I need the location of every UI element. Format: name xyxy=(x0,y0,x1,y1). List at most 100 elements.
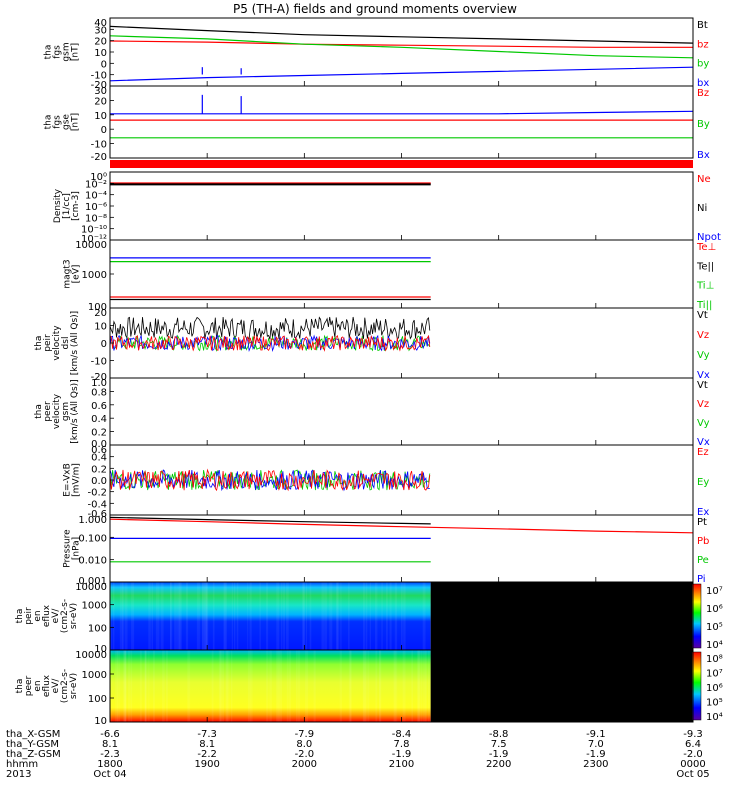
y-axis-label-line: [nT] xyxy=(71,43,81,61)
time-row-value: -1.9 xyxy=(392,749,412,760)
legend-vz: Vz xyxy=(697,330,709,341)
y-tick-label: 0.010 xyxy=(78,556,107,567)
y-tick-label: 100 xyxy=(88,694,107,705)
y-tick-label: 0.6 xyxy=(91,445,107,456)
y-axis-label: Density [1/cc] [cm-3] xyxy=(53,188,81,223)
y-axis-label-line: Pressure xyxy=(63,529,73,568)
series-pt xyxy=(109,516,431,525)
y-tick-label: 30 xyxy=(94,25,107,36)
legend-pi: Pi xyxy=(697,574,706,585)
no-data-region xyxy=(430,582,693,650)
series-bt xyxy=(109,25,694,44)
y-tick-label: 0.0 xyxy=(91,476,107,487)
y-axis-label-line: tha xyxy=(15,679,25,694)
y-tick-label: 10 xyxy=(94,716,107,727)
panel-frame xyxy=(109,17,694,87)
time-row-value: -2.3 xyxy=(100,749,120,760)
y-tick-label: 10 xyxy=(94,48,107,59)
y-axis-label-line: en xyxy=(33,610,43,621)
time-row-value: -8.4 xyxy=(392,729,412,740)
y-axis-label-line: [1/cc] xyxy=(62,193,72,219)
y-tick-label: -10 xyxy=(91,140,107,151)
time-tick-label: 2200 xyxy=(486,759,511,770)
y-tick-label: 10 xyxy=(94,644,107,655)
time-row-label: tha_Y-GSM xyxy=(6,739,59,750)
time-row-value: -7.3 xyxy=(197,729,217,740)
y-tick-label: -0.2 xyxy=(87,488,107,499)
legend-ez: Ez xyxy=(697,447,709,458)
y-axis-label-line: fgs xyxy=(53,115,63,129)
y-axis-label-line: [cm-3] xyxy=(71,191,81,221)
y-tick-label: 1.0 xyxy=(91,378,107,389)
y-tick-label: -20 xyxy=(91,372,107,383)
y-axis-label-line: tha xyxy=(44,115,54,130)
y-axis-label-line: peer xyxy=(43,401,53,422)
y-axis-label-line: peir xyxy=(24,607,34,625)
legend-bz: bz xyxy=(697,39,709,50)
colorbar-tick-label: 10⁶ xyxy=(706,604,723,615)
y-axis-label-line: tha xyxy=(15,609,25,624)
panel-frame xyxy=(109,239,694,309)
y-axis-label-line: dsl xyxy=(61,337,71,350)
legend-vz: Vz xyxy=(697,399,709,410)
panel-frame xyxy=(109,377,694,446)
y-tick-label: 0.6 xyxy=(91,401,107,412)
panel-9: 10⁷ 10⁶ 10⁵ 10⁴ 10000 1000 100 10 tha peir en eflux… xyxy=(15,581,723,655)
colorbar-tick-label: 10⁵ xyxy=(706,698,723,709)
y-axis-label-line: tha xyxy=(34,404,44,419)
panel-10: 10⁸ 10⁷ 10⁶ 10⁵ 10⁴ 10000 1000 100 10 tha peer en ef… xyxy=(15,649,723,727)
series-by xyxy=(109,35,694,59)
y-tick-label: -20 xyxy=(91,152,107,163)
colorbar-tick-label: 10⁴ xyxy=(706,712,723,723)
y-axis-label-line: [eV] xyxy=(72,265,82,284)
time-row-value: -2.2 xyxy=(197,749,217,760)
legend-by: By xyxy=(697,119,710,130)
series-ex xyxy=(109,469,430,492)
y-axis-label-line: eV/ xyxy=(51,678,61,694)
legend-ti: Ti⊥ xyxy=(696,281,714,292)
legend-bx: bx xyxy=(697,78,709,89)
y-tick-label: 0.001 xyxy=(78,576,107,587)
time-row-value: 8.1 xyxy=(199,739,215,750)
time-row-value: -1.9 xyxy=(489,749,509,760)
y-axis-label-line: peer xyxy=(24,675,34,696)
legend-pt: Pt xyxy=(697,517,707,528)
y-tick-label: 1.000 xyxy=(78,515,107,526)
time-row-value: -2.0 xyxy=(295,749,315,760)
y-axis-label-line: [km/s (All Qs)] xyxy=(70,379,80,443)
y-tick-label: -0.6 xyxy=(87,509,107,520)
y-axis-label-line: eflux xyxy=(42,604,52,627)
y-axis-label-line: sr-eV) xyxy=(69,673,79,699)
series-ey xyxy=(109,469,431,491)
y-tick-label: 10⁻⁴ xyxy=(85,191,107,202)
legend-bt: Bt xyxy=(697,20,708,31)
y-axis-label: tha peer en eflux eV/(cm2-s-sr-eV) xyxy=(15,669,79,703)
legend-vt: Vt xyxy=(697,380,708,391)
date-end-label: Oct 05 xyxy=(676,769,709,780)
colorbar xyxy=(691,651,702,721)
time-row-value: -8.8 xyxy=(489,729,509,740)
colorbar-tick-label: 10⁵ xyxy=(706,622,723,633)
y-axis-label-line: [mV/m] xyxy=(72,463,82,497)
y-axis-label-line: (cm2-s- xyxy=(60,599,70,633)
legend-vx: Vx xyxy=(697,437,710,448)
y-axis-label-line: gsm xyxy=(61,402,71,421)
y-tick-label: 40 xyxy=(94,18,107,29)
y-axis-label-line: velocity xyxy=(52,393,62,429)
time-row-value: 8.0 xyxy=(296,739,312,750)
y-axis-label-line: sr-eV) xyxy=(69,603,79,629)
y-axis-label: tha peir en eflux eV/(cm2-s-sr-eV) xyxy=(15,599,79,633)
panel-frame xyxy=(109,514,694,583)
y-tick-label: 20 xyxy=(94,37,107,48)
y-tick-label: 10⁻² xyxy=(85,179,107,190)
y-axis-label-line: (cm2-s- xyxy=(60,669,70,703)
time-tick-label: 2300 xyxy=(583,759,608,770)
legend-te: Te|| xyxy=(696,261,714,272)
time-row-value: -6.6 xyxy=(100,729,120,740)
panel-6: 1.00.8 0.6 0.4 0.20.0 tha peer velocity gsm [km/… xyxy=(34,377,710,450)
y-tick-label: 0.0 xyxy=(91,439,107,450)
time-tick-label: 2000 xyxy=(292,759,317,770)
y-tick-label: 100 xyxy=(88,302,107,313)
